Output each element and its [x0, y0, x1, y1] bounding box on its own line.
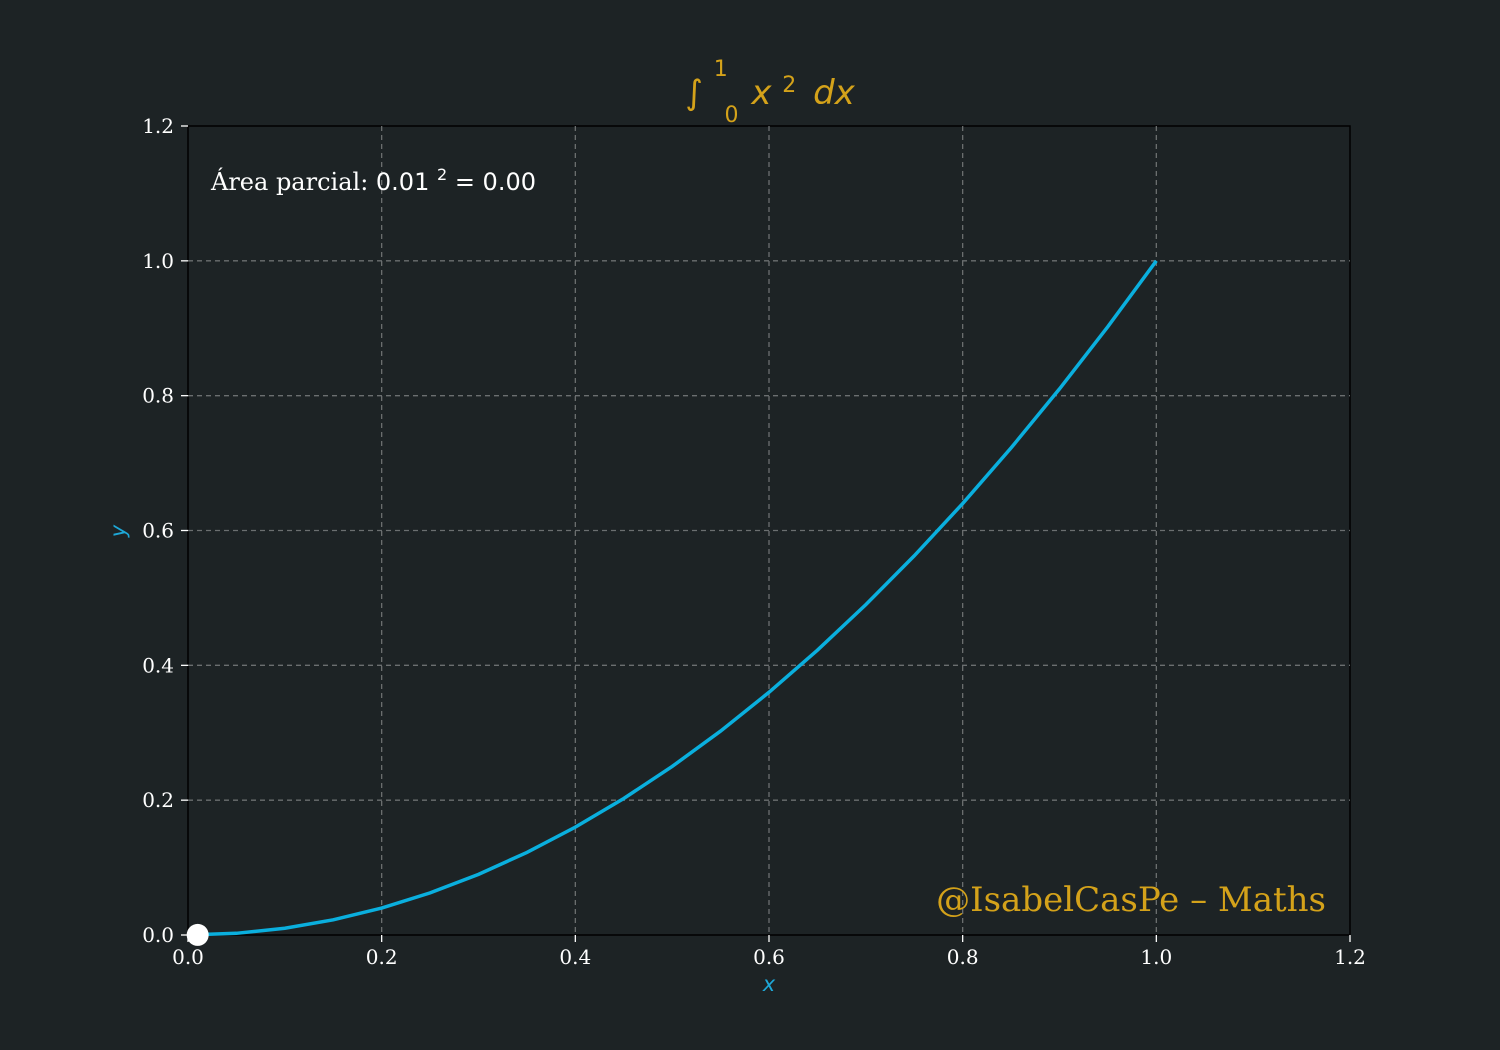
watermark: @IsabelCasPe – Maths: [936, 880, 1326, 920]
grid-lines: [188, 126, 1350, 935]
differential: dx: [813, 73, 856, 113]
x-tick-label: 1.0: [1140, 945, 1172, 969]
x-axis-label: x: [762, 972, 776, 996]
x-tick-label: 0.6: [753, 945, 785, 969]
annotation-prefix: Área parcial:: [210, 167, 376, 196]
y-tick-label: 0.8: [142, 384, 174, 408]
chart-title: ∫ 1 0 x 2 dx: [685, 45, 855, 131]
integrand-exponent: 2: [782, 73, 796, 98]
y-tick-label: 1.0: [142, 249, 174, 273]
annotation-base: 0.01: [376, 168, 429, 196]
y-axis-label: y: [106, 524, 130, 538]
annotation-exponent: 2: [437, 165, 447, 184]
x-tick-label: 0.2: [366, 945, 398, 969]
curve-line: [187, 259, 1158, 937]
x-tick-label: 0.4: [559, 945, 591, 969]
x-tick-label: 0.8: [947, 945, 979, 969]
integral-upper-limit: 1: [714, 57, 728, 82]
annotation-result: = 0.00: [455, 168, 536, 196]
integral-lower-limit: 0: [725, 103, 739, 128]
y-tick-label: 0.4: [142, 653, 174, 677]
y-tick-label: 0.0: [142, 923, 174, 947]
y-tick-label: 0.6: [142, 519, 174, 543]
y-tick-label: 1.2: [142, 114, 174, 138]
partial-area-annotation: Área parcial: 0.01 2 = 0.00: [210, 158, 536, 196]
current-point-marker: [186, 923, 209, 946]
integral-sign: ∫: [685, 73, 703, 113]
integrand: x: [750, 73, 772, 113]
y-tick-label: 0.2: [142, 788, 174, 812]
axis-ticks: 0.0 0.2 0.4 0.6 0.8 1.0 1.2 0.0 0.2 0.4 0.6 0.8 1.0 1…: [142, 114, 1366, 969]
x-tick-label: 0.0: [172, 945, 204, 969]
x-tick-label: 1.2: [1334, 945, 1366, 969]
